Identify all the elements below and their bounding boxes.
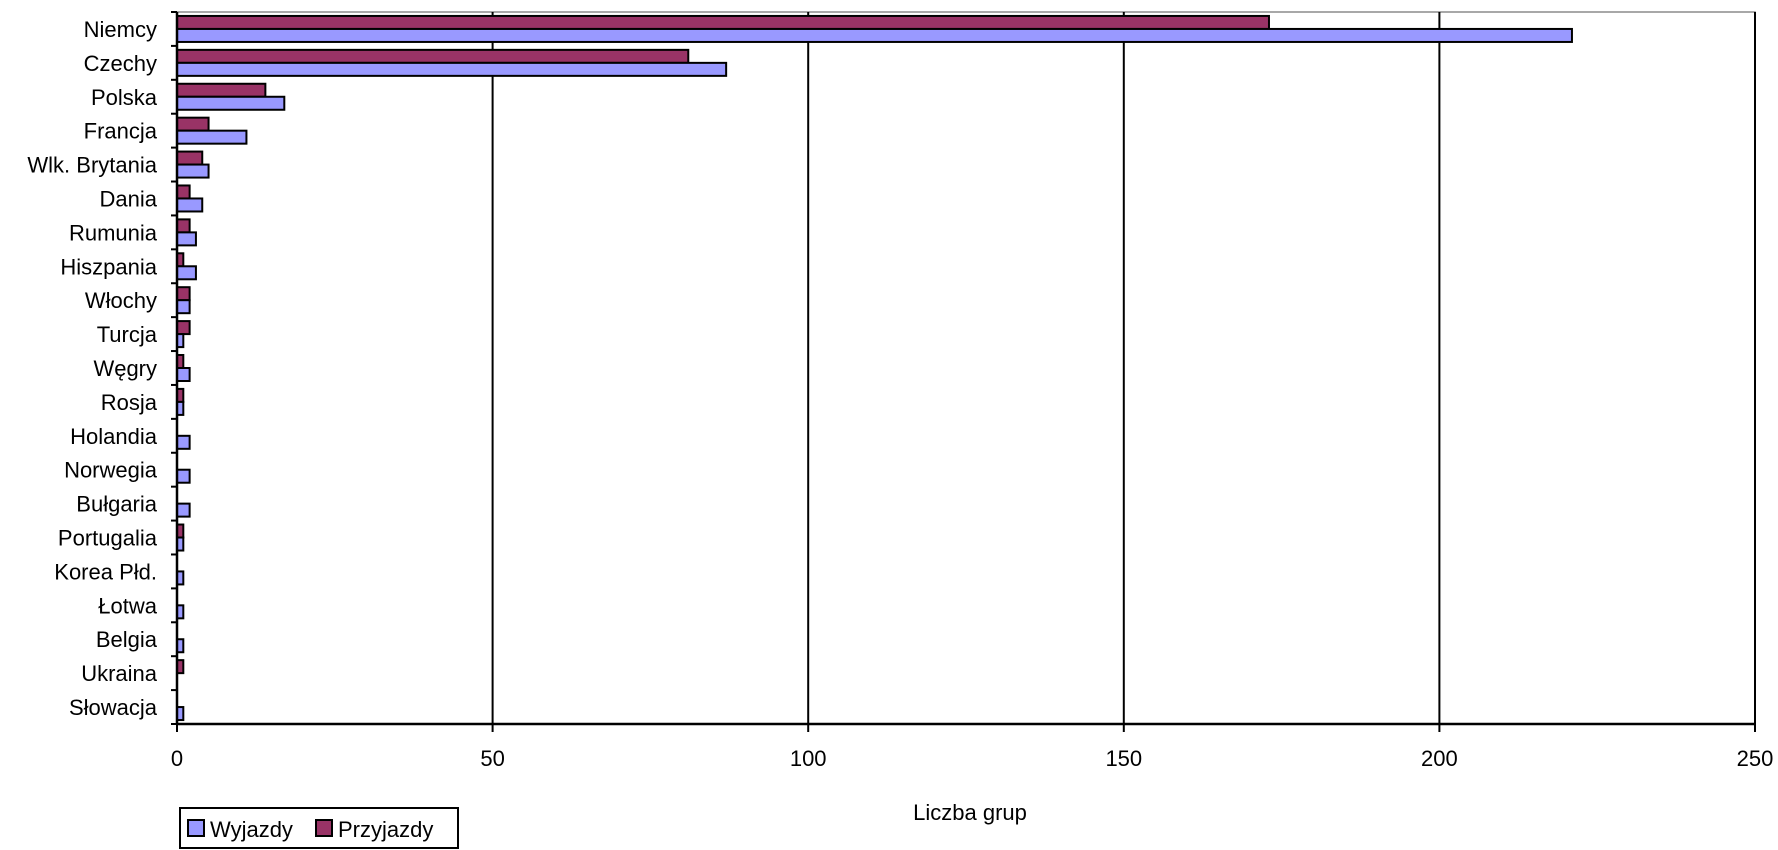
bar-przyjazdy [176, 116, 210, 132]
category-label: Polska [91, 85, 158, 110]
bar-przyjazdy [176, 320, 191, 336]
category-label: Belgia [96, 627, 158, 652]
x-axis-title: Liczba grup [913, 800, 1027, 825]
bar-przyjazdy [176, 14, 1270, 30]
x-tick-label: 100 [790, 746, 827, 771]
category-label: Bułgaria [76, 492, 157, 517]
bar-przyjazdy [176, 48, 690, 64]
category-label: Francja [84, 119, 158, 144]
bar-wyjazdy [176, 265, 197, 281]
bar-wyjazdy [176, 27, 1573, 43]
tick-labels: 0 50 100 150 200 250 [171, 746, 1773, 771]
x-tick-label: 150 [1105, 746, 1142, 771]
category-label: Ukraina [81, 661, 158, 686]
axes [171, 11, 1756, 732]
category-label: Węgry [93, 356, 157, 381]
bar-wyjazdy [176, 299, 191, 315]
x-tick-label: 200 [1421, 746, 1458, 771]
category-label: Dania [100, 186, 158, 211]
legend-swatch [315, 819, 333, 837]
bar-wyjazdy [176, 502, 191, 518]
x-tick-label: 250 [1737, 746, 1774, 771]
bar-przyjazdy [176, 286, 191, 302]
category-label: Holandia [70, 424, 158, 449]
bar-wyjazdy [176, 163, 210, 179]
bar-wyjazdy [176, 129, 248, 145]
bar-wyjazdy [176, 61, 728, 77]
bar-wyjazdy [176, 367, 191, 382]
bar-wyjazdy [176, 197, 204, 213]
x-tick-label: 0 [171, 746, 183, 771]
category-label: Włochy [85, 288, 157, 313]
category-labels: Niemcy Czechy Polska Francja Wlk. Brytania Da… [27, 17, 157, 720]
bar-wyjazdy [176, 468, 191, 484]
bar-wyjazdy [176, 434, 191, 450]
category-label: Niemcy [84, 17, 157, 42]
category-label: Portugalia [58, 526, 158, 551]
bar-przyjazdy [176, 150, 204, 166]
bar-przyjazdy [176, 218, 191, 234]
category-label: Hiszpania [60, 254, 157, 279]
category-label: Korea Płd. [54, 559, 157, 584]
bar-wyjazdy [176, 95, 286, 111]
bar-przyjazdy [176, 184, 191, 200]
legend-swatch [187, 819, 205, 837]
legend: Wyjazdy Przyjazdy [179, 807, 459, 849]
category-label: Słowacja [69, 695, 158, 720]
x-tick-label: 50 [480, 746, 504, 771]
bar-wyjazdy [176, 231, 197, 247]
category-label: Rosja [101, 390, 158, 415]
legend-label: Wyjazdy [210, 817, 293, 842]
legend-label: Przyjazdy [338, 817, 433, 842]
bar-przyjazdy [176, 82, 267, 98]
category-label: Norwegia [64, 458, 158, 483]
plot-frame [176, 11, 1756, 725]
gridlines [176, 11, 1756, 725]
category-label: Łotwa [98, 593, 157, 618]
bars [176, 14, 1573, 722]
category-label: Czechy [84, 51, 157, 76]
category-label: Wlk. Brytania [27, 153, 157, 178]
category-label: Turcja [97, 322, 158, 347]
category-label: Rumunia [69, 220, 158, 245]
